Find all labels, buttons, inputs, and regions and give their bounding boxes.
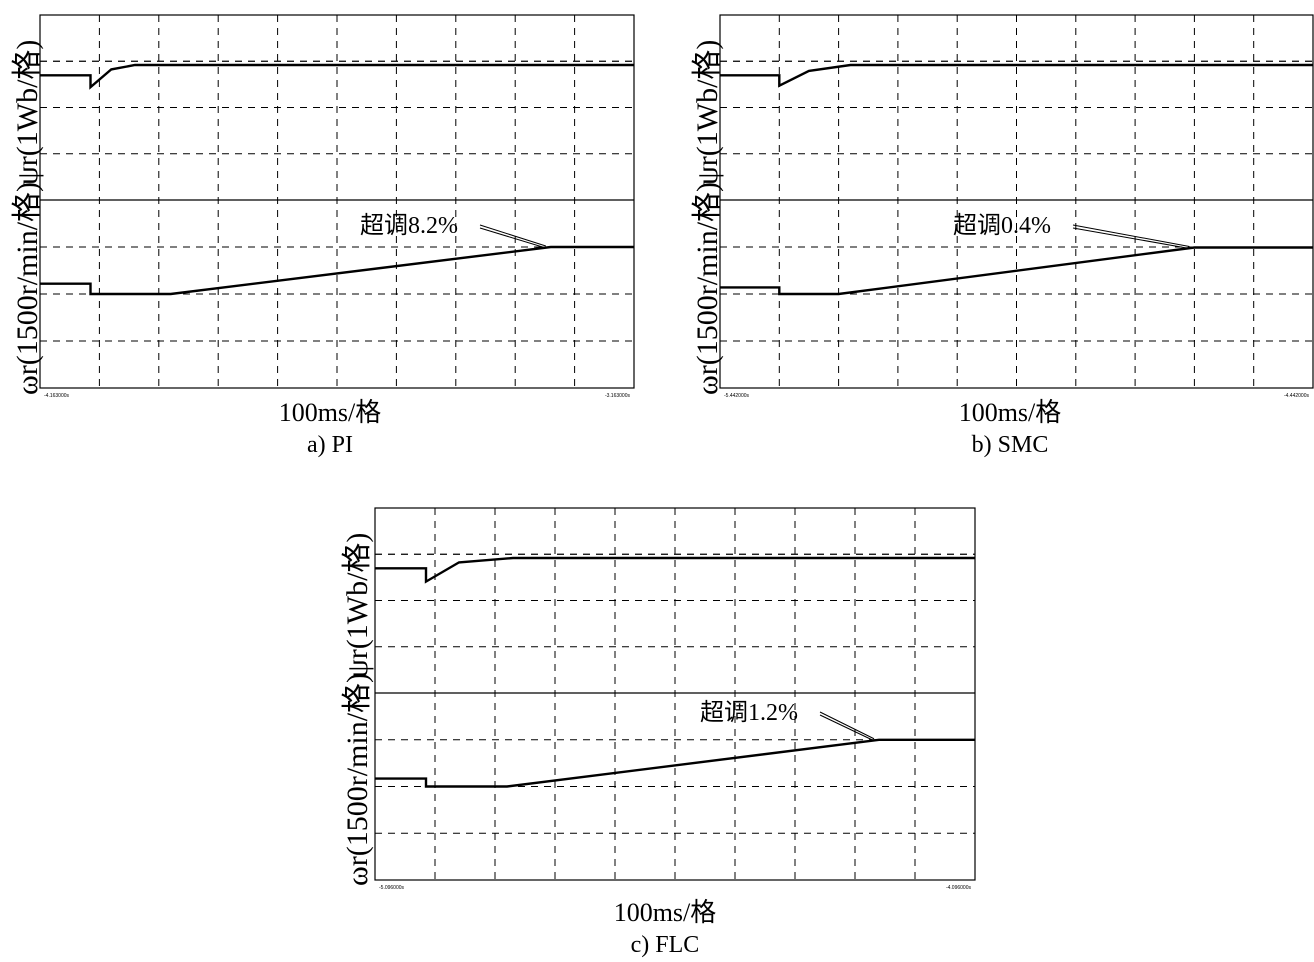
xaxis-label: 100ms/格 xyxy=(958,398,1062,427)
caption: b) SMC xyxy=(971,432,1049,458)
x-start-label: -5.442000s xyxy=(724,393,750,399)
x-start-label: -4.163000s xyxy=(44,393,70,399)
plot-area: -4.163000s -3.163000s 超调8.2% xyxy=(39,14,635,399)
overshoot-annotation: 超调1.2% xyxy=(700,699,798,726)
annotation-leader-line xyxy=(1072,224,1190,247)
overshoot-annotation: 超调0.4% xyxy=(953,212,1051,239)
x-end-label: -4.096000s xyxy=(946,885,972,891)
plot-area: -5.096000s -4.096000s 超调1.2% xyxy=(374,507,976,891)
series-line-flux xyxy=(720,63,1313,88)
xaxis-label: 100ms/格 xyxy=(278,398,382,427)
annotation-leader-line xyxy=(479,224,546,247)
annotation-leader-line xyxy=(1072,227,1190,249)
series-line-speed xyxy=(375,738,975,788)
annotation-leader-line xyxy=(479,227,546,249)
series-line-speed xyxy=(40,245,634,296)
series-line-speed xyxy=(720,246,1313,296)
chart-panel-pi: ωr(1500r/min/格) ψr(1Wb/格) -4.163000s -3.1… xyxy=(0,0,650,470)
plot-area: -5.442000s -4.442000s 超调0.4% xyxy=(719,14,1314,399)
series-line-flux xyxy=(375,556,975,584)
overshoot-annotation: 超调8.2% xyxy=(360,212,458,239)
x-end-label: -4.442000s xyxy=(1284,393,1310,399)
caption: c) FLC xyxy=(630,932,700,958)
chart-panel-flc: ωr(1500r/min/格) ψr(1Wb/格) -5.096000s -4.0… xyxy=(320,488,1000,958)
x-start-label: -5.096000s xyxy=(379,885,405,891)
xaxis-label: 100ms/格 xyxy=(613,898,717,927)
caption: a) PI xyxy=(307,432,353,458)
x-end-label: -3.163000s xyxy=(605,393,631,399)
series-line-flux xyxy=(40,63,634,90)
annotation-leader-line xyxy=(819,711,875,740)
annotation-leader-line xyxy=(819,714,875,742)
chart-panel-smc: ωr(1500r/min/格) ψr(1Wb/格) -5.442000s -4.4… xyxy=(680,0,1314,470)
